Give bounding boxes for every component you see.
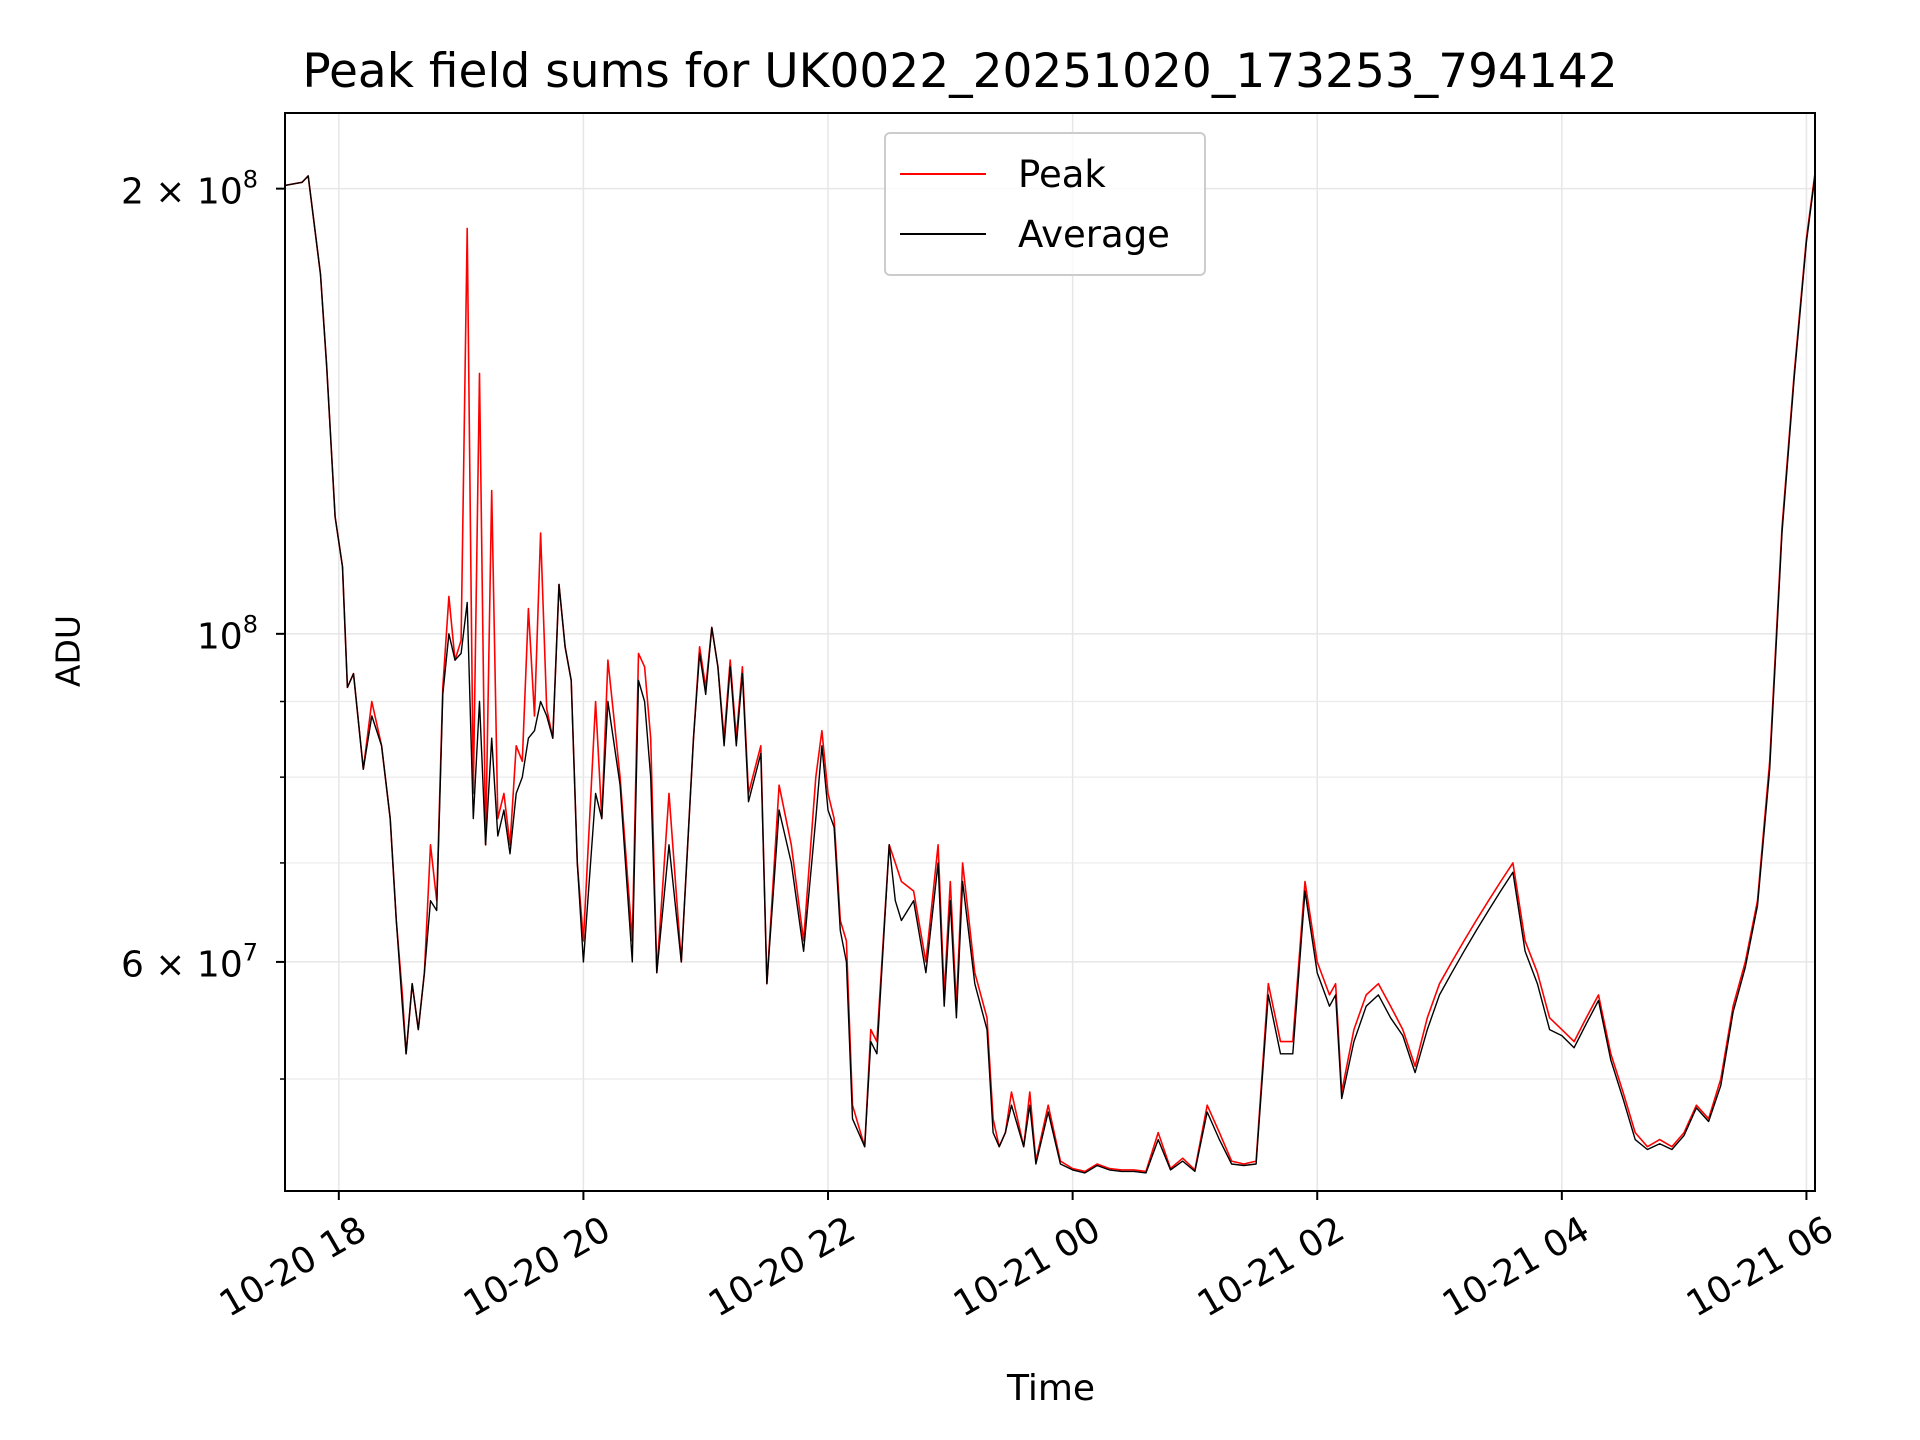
- legend-swatch-average: [900, 233, 986, 235]
- axis-ticks: [276, 187, 1808, 1200]
- y-tick-mantissa: 10: [196, 616, 243, 658]
- y-tick-exponent: 8: [242, 165, 258, 194]
- series-line-peak: [284, 172, 1816, 1173]
- legend-label-average: Average: [1018, 212, 1170, 256]
- y-tick-label: 6 × 107: [121, 940, 258, 983]
- series-line-average: [284, 175, 1816, 1174]
- legend-label-peak: Peak: [1018, 152, 1106, 196]
- legend-item-average: Average: [900, 206, 1170, 262]
- x-axis-label: Time: [1006, 1368, 1096, 1409]
- series-lines: [284, 172, 1816, 1174]
- y-tick-label: 2 × 108: [121, 167, 258, 210]
- legend-item-peak: Peak: [900, 146, 1106, 202]
- y-tick-exponent: 8: [242, 610, 258, 639]
- y-tick-mantissa: 2 × 10: [120, 171, 243, 213]
- y-axis-label: ADU: [48, 614, 88, 688]
- y-tick-label: 108: [197, 612, 258, 655]
- grid-lines: [285, 113, 1815, 1191]
- chart-title: Peak field sums for UK0022_20251020_1732…: [302, 44, 1618, 99]
- plot-area-frame: [284, 112, 1816, 1192]
- y-tick-exponent: 7: [242, 938, 258, 967]
- legend: Peak Average: [884, 132, 1206, 276]
- legend-swatch-peak: [900, 173, 986, 175]
- y-tick-mantissa: 6 × 10: [120, 944, 243, 986]
